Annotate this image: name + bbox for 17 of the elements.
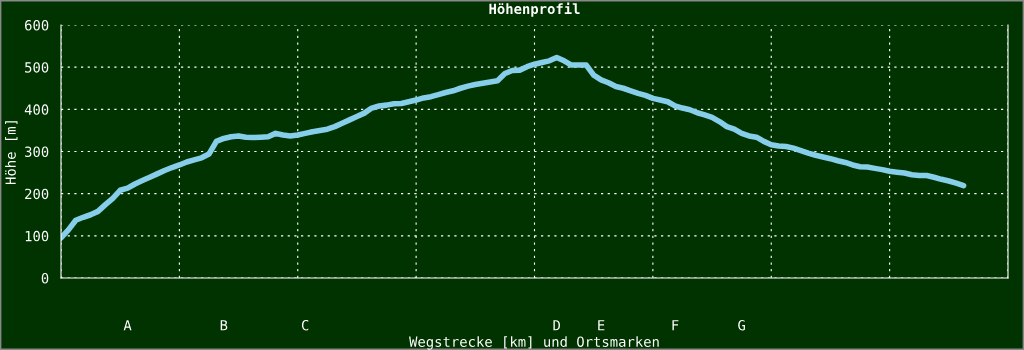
x-axis-title: Wegstrecke [km] und Ortsmarken xyxy=(409,336,659,350)
y-tick-label: 0 xyxy=(41,273,49,284)
x-tick-label: F xyxy=(672,320,679,331)
y-tick-label: 100 xyxy=(25,230,49,242)
y-tick-label: 400 xyxy=(24,104,49,115)
y-tick-label: 300 xyxy=(25,146,49,158)
x-tick-label: G xyxy=(738,319,745,331)
x-tick-label: E xyxy=(598,320,605,331)
y-tick-label: 600 xyxy=(25,20,49,31)
x-tick-label: C xyxy=(301,319,309,331)
x-tick-label: D xyxy=(553,320,561,331)
y-axis-title: Höhe [m] xyxy=(5,121,18,185)
x-tick-label: A xyxy=(123,320,132,331)
chart-title: Höhenprofil xyxy=(489,2,580,17)
x-tick-label: B xyxy=(220,320,228,331)
y-tick-label: 200 xyxy=(25,188,49,200)
y-tick-label: 500 xyxy=(25,62,49,73)
